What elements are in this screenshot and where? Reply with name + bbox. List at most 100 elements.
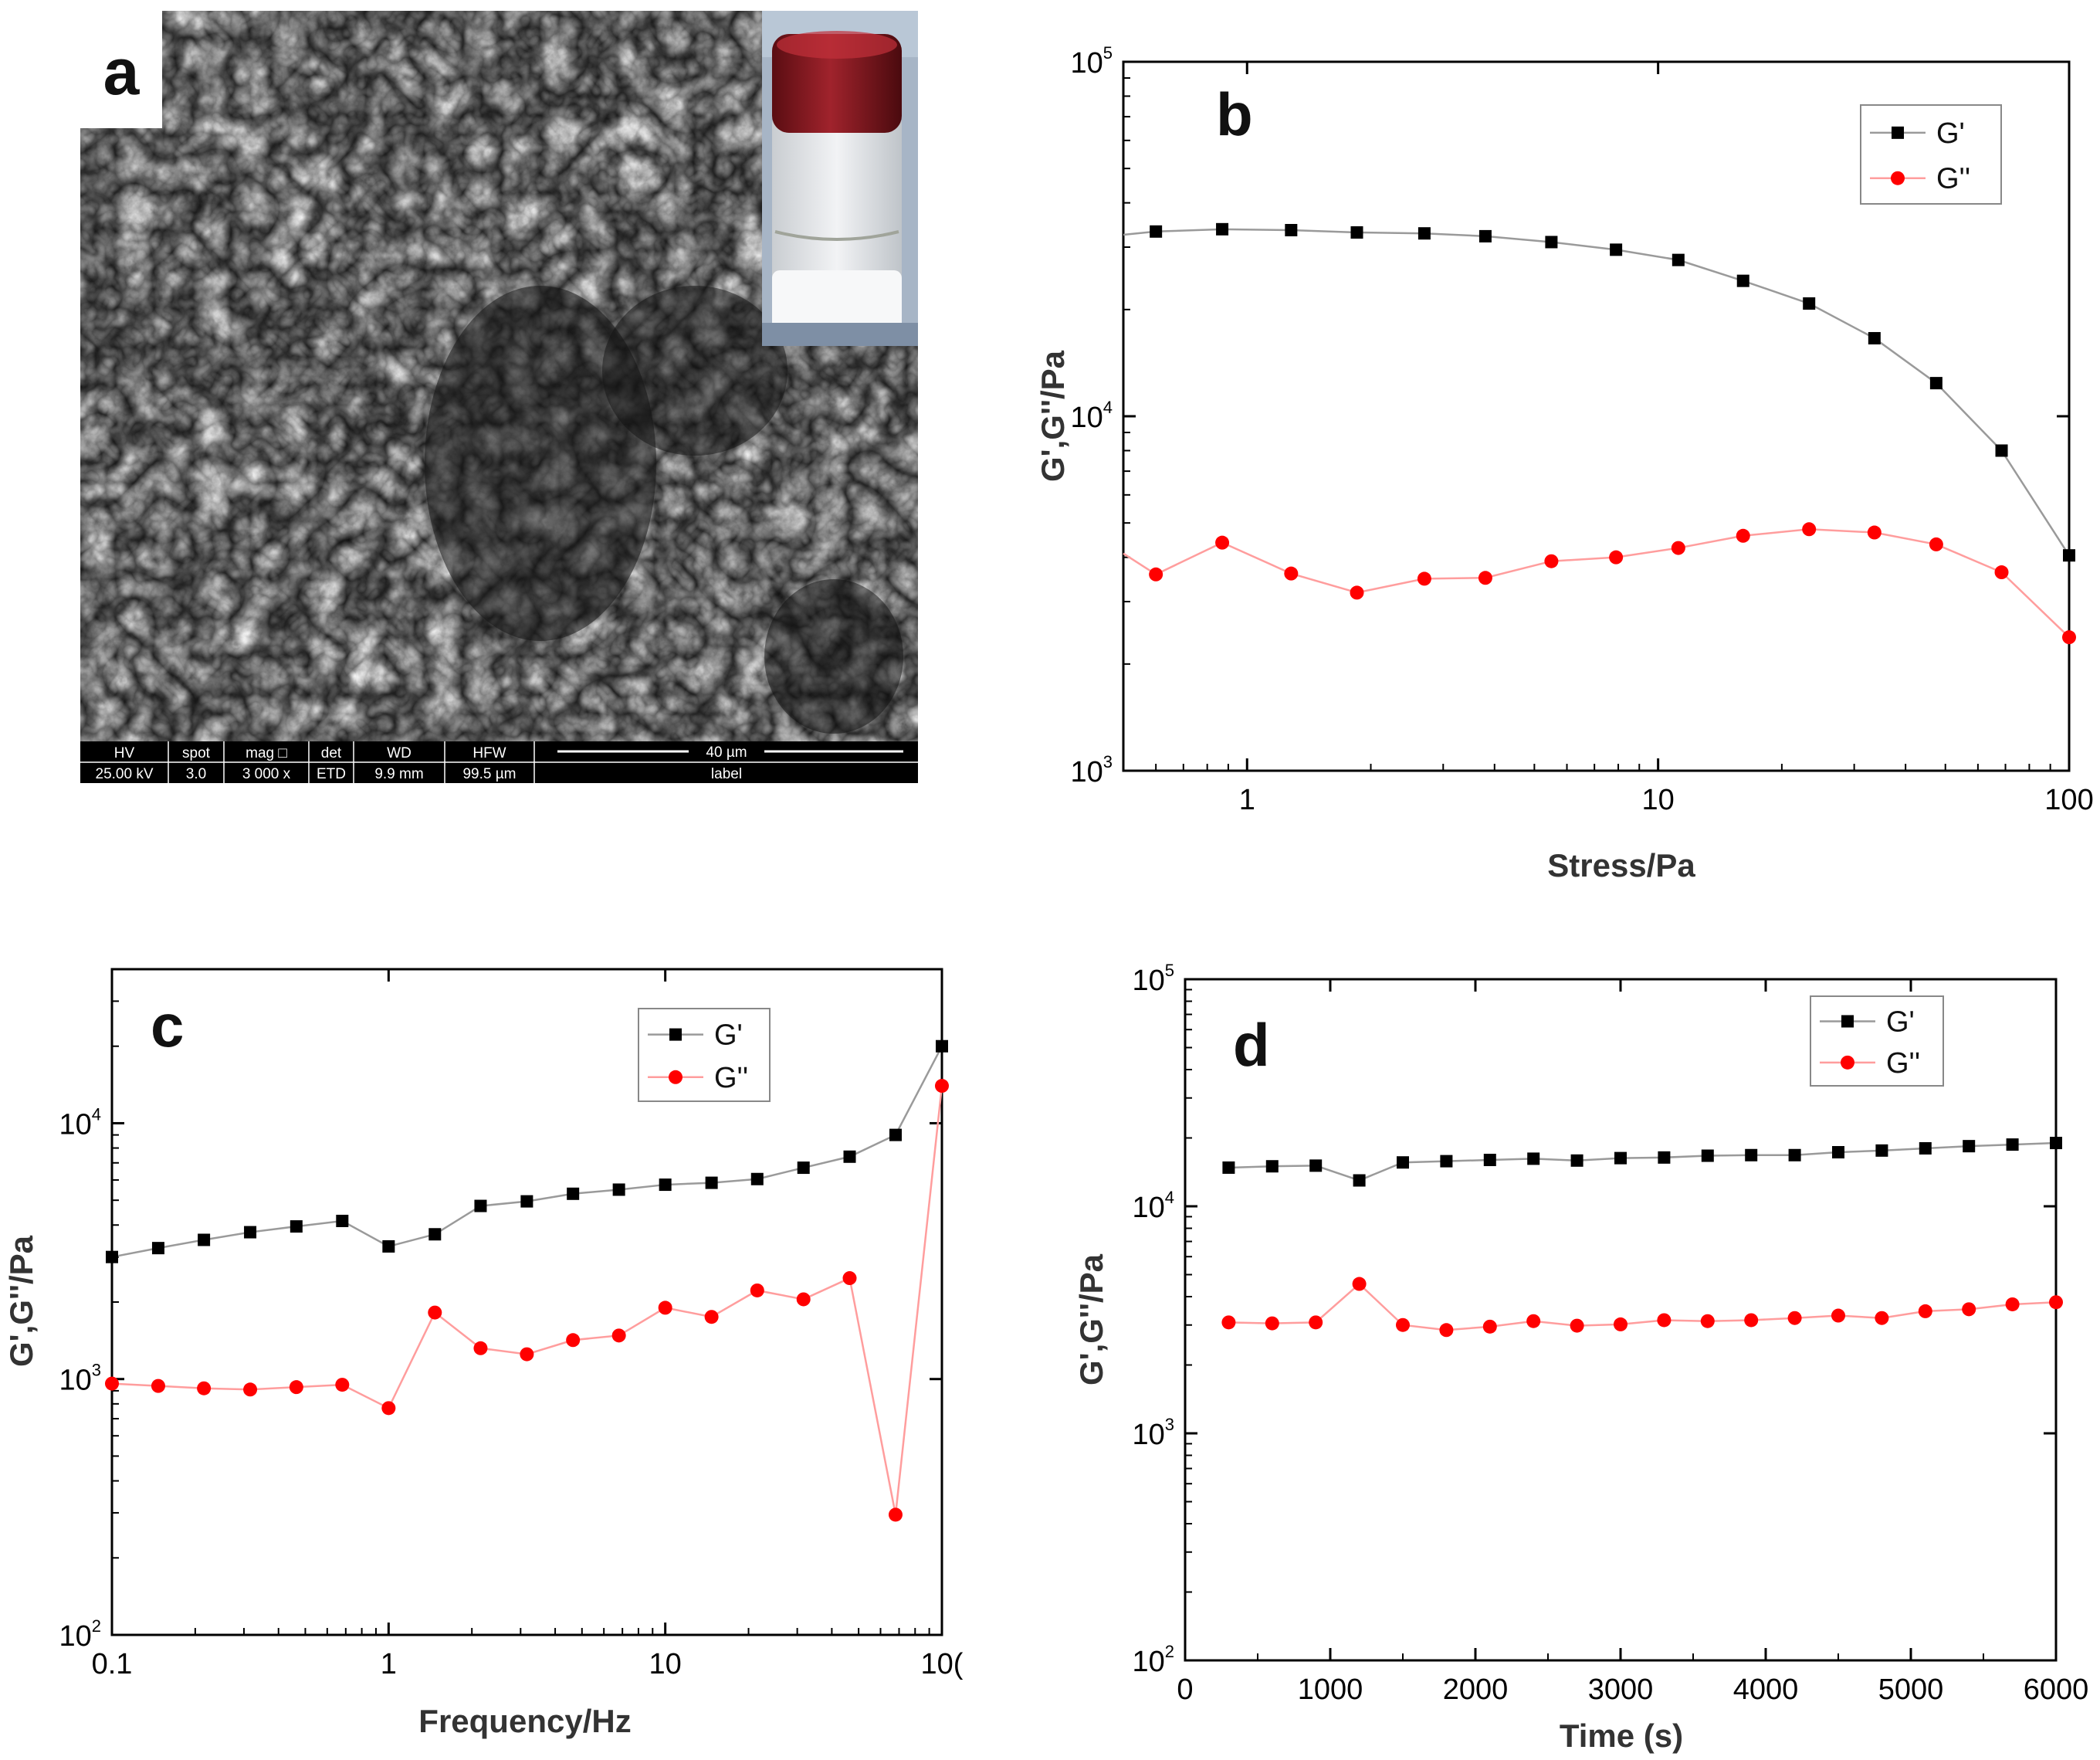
- data-point-g-prime: [1570, 1154, 1583, 1167]
- data-point-g-double-prime: [1149, 567, 1163, 582]
- legend-marker-g-prime: [1841, 1015, 1854, 1028]
- series-line-g-prime: [111, 1046, 943, 1258]
- data-point-g-prime: [1614, 1151, 1627, 1165]
- data-point-g-double-prime: [1614, 1317, 1628, 1331]
- data-point-g-double-prime: [1309, 1315, 1323, 1330]
- panel-a-sem: a HV spot mag □: [80, 11, 918, 783]
- data-point-g-double-prime: [1736, 528, 1750, 543]
- x-tick-label: 100: [2044, 784, 2093, 816]
- sem-label-text: label: [711, 766, 742, 782]
- data-point-g-double-prime: [151, 1378, 165, 1393]
- legend-marker-g-double-prime: [1841, 1055, 1854, 1070]
- data-point-g-double-prime: [704, 1310, 719, 1324]
- sem-header-hfw: HFW: [472, 745, 506, 761]
- x-tick-label: 10: [649, 1648, 682, 1680]
- data-point-g-double-prime: [335, 1378, 350, 1392]
- data-point-g-double-prime: [1744, 1313, 1759, 1328]
- data-point-g-prime: [1803, 297, 1816, 310]
- data-point-g-prime: [2063, 549, 2075, 562]
- data-point-g-double-prime: [1657, 1313, 1672, 1328]
- data-point-g-prime: [889, 1128, 902, 1141]
- sem-value-mag: 3 000 x: [242, 766, 291, 782]
- data-point-g-prime: [1418, 227, 1431, 240]
- data-point-g-double-prime: [289, 1380, 303, 1395]
- data-point-g-prime: [612, 1183, 625, 1196]
- data-point-g-prime: [1265, 1160, 1279, 1173]
- data-point-g-prime: [1353, 1174, 1366, 1187]
- legend-label: G'': [714, 1062, 748, 1094]
- legend-box: [1810, 995, 1944, 1087]
- panel-label-c: c: [151, 992, 184, 1060]
- data-point-g-double-prime: [1221, 1315, 1236, 1330]
- data-point-g-prime: [1222, 1161, 1235, 1174]
- legend-label: G': [1886, 1005, 1915, 1038]
- sem-header-mag: mag □: [246, 745, 287, 761]
- x-tick-label: 1000: [1298, 1674, 1363, 1706]
- data-point-g-double-prime: [1439, 1323, 1454, 1338]
- series-line-g-prime: [1228, 1141, 2057, 1182]
- sem-value-wd: 9.9 mm: [374, 766, 423, 782]
- sem-dark-pore: [764, 579, 903, 734]
- data-point-g-prime: [151, 1242, 164, 1255]
- sem-dark-pore: [425, 286, 656, 641]
- data-point-g-prime: [1309, 1159, 1323, 1172]
- chart-panel-b: b 1 10 100 103 104 105 Stress/Pa G',G''/Pa G' G'': [1035, 43, 2094, 883]
- sem-info-grid: [80, 741, 918, 783]
- data-point-g-prime: [1478, 229, 1492, 242]
- y-axis-title: G',G''/Pa: [3, 1235, 39, 1367]
- data-point-g-prime: [1995, 444, 2008, 457]
- data-point-g-double-prime: [1831, 1308, 1845, 1323]
- x-tick-label: 6000: [2024, 1674, 2089, 1706]
- data-point-g-prime: [1350, 226, 1363, 239]
- data-point-g-prime: [1745, 1148, 1758, 1161]
- data-point-g-prime: [1150, 225, 1163, 238]
- data-point-g-double-prime: [1417, 571, 1431, 586]
- data-point-g-prime: [1610, 243, 1623, 256]
- y-tick-label: 102: [1132, 1642, 1174, 1678]
- data-point-g-double-prime: [1526, 1314, 1541, 1328]
- sem-header-det: det: [321, 745, 342, 761]
- x-tick-label: 5000: [1878, 1674, 1944, 1706]
- data-point-g-double-prime: [1482, 1319, 1497, 1334]
- data-point-g-double-prime: [1929, 537, 1943, 551]
- legend-marker-g-prime: [1892, 126, 1904, 139]
- y-tick-label: 105: [1070, 43, 1113, 80]
- data-point-g-prime: [290, 1220, 303, 1233]
- data-point-g-prime: [198, 1233, 211, 1246]
- data-point-g-double-prime: [1265, 1316, 1279, 1331]
- legend-label: G': [714, 1019, 743, 1052]
- plot-frame-c: [110, 968, 943, 1636]
- data-point-g-prime: [1929, 377, 1942, 390]
- sem-info-bar: HV spot mag □ det WD HFW 25.00 kV 3.0 3 …: [80, 741, 918, 783]
- data-point-g-double-prime: [1284, 566, 1299, 581]
- legend-label: G': [1936, 117, 1965, 150]
- data-point-g-prime: [1701, 1149, 1714, 1162]
- x-axis-title: Stress/Pa: [1547, 847, 1695, 883]
- data-point-g-double-prime: [1875, 1311, 1889, 1325]
- data-point-g-prime: [1483, 1153, 1496, 1166]
- data-point-g-prime: [336, 1214, 349, 1227]
- y-tick-label: 103: [1132, 1415, 1174, 1451]
- data-point-g-double-prime: [1802, 522, 1817, 537]
- panel-label-d: d: [1233, 1011, 1270, 1079]
- sem-value-hv: 25.00 kV: [96, 766, 154, 782]
- data-point-g-double-prime: [105, 1376, 119, 1391]
- data-point-g-prime: [567, 1187, 580, 1200]
- data-point-g-prime: [750, 1172, 764, 1185]
- vial-gel: [772, 270, 902, 331]
- data-point-g-double-prime: [566, 1333, 581, 1348]
- vial-cap: [772, 34, 902, 133]
- data-point-g-prime: [1919, 1141, 1932, 1155]
- data-point-g-double-prime: [842, 1271, 857, 1286]
- x-tick-label: 0.1: [92, 1648, 133, 1680]
- data-point-g-prime: [1672, 253, 1685, 266]
- y-axis-title: G',G''/Pa: [1073, 1253, 1109, 1385]
- chart-panel-c: c 0.1 1 10 10(102 103 104 Frequency/Hz G',G''/P…: [3, 968, 964, 1739]
- data-point-g-double-prime: [658, 1301, 672, 1315]
- series-line-g-double-prime: [111, 1085, 943, 1515]
- data-point-g-double-prime: [243, 1382, 258, 1397]
- data-point-g-double-prime: [1918, 1304, 1932, 1318]
- x-tick-label: 2000: [1443, 1674, 1509, 1706]
- data-point-g-prime: [1658, 1151, 1671, 1164]
- sem-value-spot: 3.0: [186, 766, 206, 782]
